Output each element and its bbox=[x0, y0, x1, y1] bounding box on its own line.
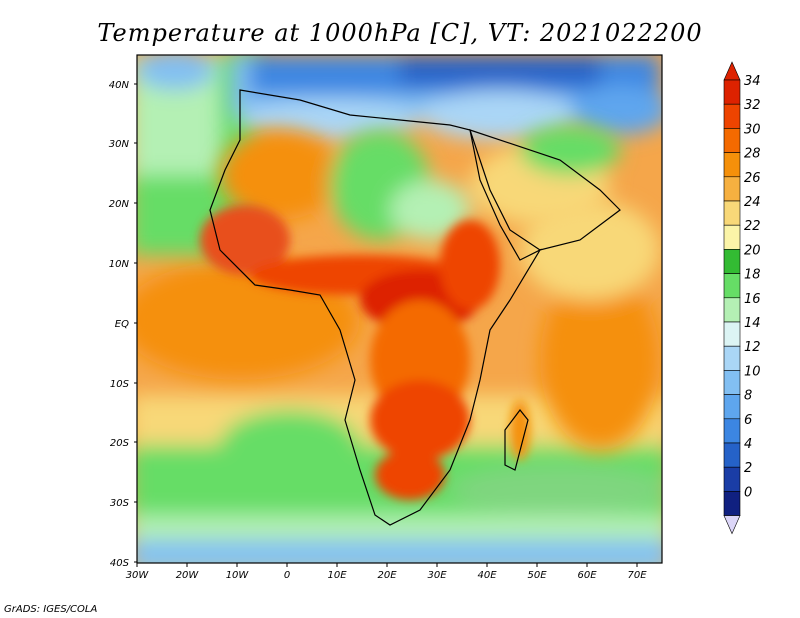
colorbar-segment bbox=[723, 200, 741, 226]
colorbar-level-label: 30 bbox=[744, 122, 761, 137]
colorbar-level-label: 8 bbox=[744, 389, 752, 404]
lon-tick-label: 70E bbox=[627, 570, 647, 581]
colorbar-segment bbox=[723, 491, 741, 516]
colorbar-level-label: 34 bbox=[744, 74, 761, 89]
colorbar-level-label: 6 bbox=[744, 413, 752, 428]
colorbar-segment bbox=[723, 79, 741, 105]
lat-tick-label: 40N bbox=[109, 80, 130, 91]
colorbar-upper-cap bbox=[723, 61, 741, 81]
colorbar-segment bbox=[723, 273, 741, 299]
colorbar-segment bbox=[723, 466, 741, 492]
colorbar-segment bbox=[723, 321, 741, 347]
sahara-field bbox=[220, 125, 620, 240]
europe-cold-field bbox=[230, 55, 662, 140]
colorbar-level-label: 12 bbox=[744, 340, 761, 355]
africa-coastline bbox=[209, 89, 621, 526]
colorbar-segment bbox=[723, 418, 741, 444]
lon-tick-label: 40E bbox=[477, 570, 497, 581]
colorbar-segment bbox=[723, 442, 741, 468]
lat-tick-label: 10S bbox=[110, 379, 130, 390]
colorbar-level-label: 16 bbox=[744, 292, 761, 307]
colorbar-segment bbox=[723, 152, 741, 178]
figure-title: Temperature at 1000hPa [C], VT: 20210222… bbox=[97, 19, 702, 47]
lat-tick-label: 20S bbox=[110, 438, 130, 449]
credit-text: GrADS: IGES/COLA bbox=[4, 604, 97, 615]
colorbar-level-label: 2 bbox=[744, 461, 752, 476]
lon-tick-label: 20W bbox=[176, 570, 200, 581]
hot-land-field bbox=[200, 205, 530, 500]
colorbar-segment bbox=[723, 394, 741, 420]
lat-tick-label: 10N bbox=[109, 259, 130, 270]
lon-tick-label: 10E bbox=[327, 570, 347, 581]
colorbar-level-label: 24 bbox=[744, 195, 761, 210]
colorbar-segment bbox=[723, 345, 741, 371]
lat-tick-label: EQ bbox=[115, 319, 129, 330]
lon-tick-label: 30W bbox=[126, 570, 150, 581]
temperature-field bbox=[137, 55, 662, 563]
colorbar-lower-cap bbox=[723, 515, 741, 535]
colorbar-level-label: 28 bbox=[744, 147, 761, 162]
latitude-axis: 40N 30N 20N 10N EQ 10S 20S 30S 40S bbox=[109, 80, 137, 569]
lat-tick-label: 20N bbox=[109, 199, 130, 210]
colorbar-segment bbox=[723, 176, 741, 202]
colorbar-level-label: 4 bbox=[744, 437, 752, 452]
colorbar-level-label: 18 bbox=[744, 268, 761, 283]
colorbar-level-label: 0 bbox=[744, 485, 752, 500]
colorbar-segment bbox=[723, 370, 741, 395]
colorbar-segment bbox=[723, 128, 741, 153]
colorbar-segment bbox=[723, 103, 741, 129]
colorbar-segment bbox=[723, 249, 741, 274]
colorbar-level-label: 32 bbox=[744, 98, 761, 113]
map-frame bbox=[136, 54, 663, 564]
lon-tick-label: 50E bbox=[527, 570, 547, 581]
colorbar-level-label: 26 bbox=[744, 171, 761, 186]
lon-tick-label: 60E bbox=[577, 570, 597, 581]
lat-tick-label: 30S bbox=[110, 498, 130, 509]
lat-tick-label: 40S bbox=[110, 558, 130, 569]
lat-tick-label: 30N bbox=[109, 139, 130, 150]
colorbar-level-label: 14 bbox=[744, 316, 761, 331]
longitude-axis: 30W 20W 10W 0 10E 20E 30E 40E 50E 60E 70… bbox=[126, 563, 647, 581]
lon-tick-label: 10W bbox=[226, 570, 250, 581]
lon-tick-label: 30E bbox=[427, 570, 447, 581]
colorbar-segment bbox=[723, 297, 741, 323]
lon-tick-label: 0 bbox=[284, 570, 290, 581]
colorbar-level-label: 20 bbox=[744, 243, 761, 258]
colorbar-segment bbox=[723, 224, 741, 250]
lon-tick-label: 20E bbox=[377, 570, 397, 581]
colorbar-level-label: 10 bbox=[744, 364, 761, 379]
colorbar-level-label: 22 bbox=[744, 219, 761, 234]
